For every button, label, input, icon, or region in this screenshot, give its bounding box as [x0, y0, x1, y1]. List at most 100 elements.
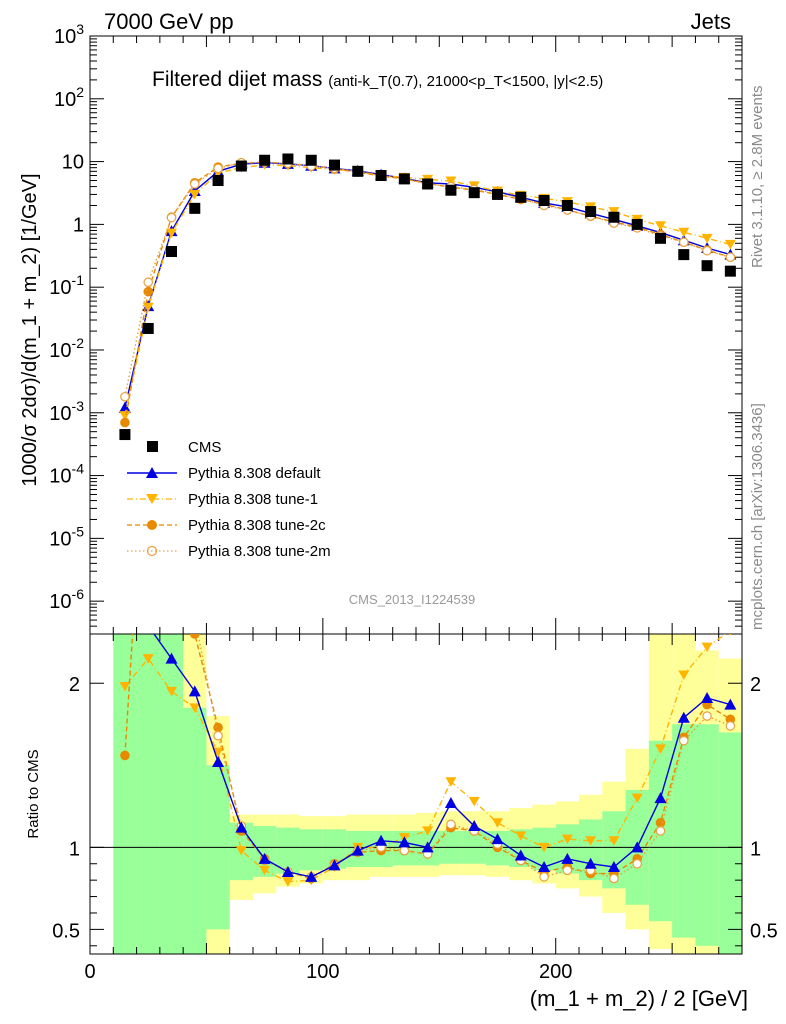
main-point-cms — [398, 173, 410, 185]
main-point-cms — [142, 322, 154, 334]
ratio-point-pythia-8-308-default — [701, 692, 714, 703]
main-point-pythia-8-308-tune-2m — [120, 391, 130, 402]
ratio-point-pythia-8-308-tune-1 — [189, 703, 201, 713]
ratio-point-pythia-8-308-tune-1 — [608, 836, 620, 846]
ratio-point-pythia-8-308-tune-1 — [585, 836, 597, 846]
ratio-point-pythia-8-308-default — [561, 852, 574, 864]
ratio-y-tick-label-right: 0.5 — [750, 920, 778, 942]
main-y-tick-label: 10-1 — [49, 272, 84, 299]
ratio-point-pythia-8-308-default — [631, 841, 644, 853]
main-point-cms — [515, 191, 527, 203]
ratio-point-pythia-8-308-tune-1 — [119, 682, 131, 692]
ratio-point-pythia-8-308-default — [724, 698, 737, 710]
ratio-point-pythia-8-308-tune-1 — [422, 826, 434, 836]
x-tick-label: 200 — [539, 961, 572, 983]
main-y-axis-label: 1000/σ 2dσ)/d(m_1 + m_2) [1/GeV] — [19, 173, 41, 486]
main-point-cms — [492, 188, 503, 200]
ratio-point-pythia-8-308-tune-2m — [655, 826, 666, 836]
ratio-point-pythia-8-308-default — [258, 852, 271, 864]
ratio-point-pythia-8-308-tune-2m — [562, 865, 573, 876]
main-point-cms — [329, 159, 340, 171]
ratio-point-pythia-8-308-default — [677, 711, 690, 723]
main-point-cms — [701, 260, 713, 272]
legend-entry-default: Pythia 8.308 default — [127, 465, 321, 482]
legend-label-tune-2c: Pythia 8.308 tune-2c — [188, 517, 326, 534]
main-point-pythia-8-308-tune-2m — [725, 252, 736, 263]
plot-title-sub: (anti-k_T(0.7), 21000<p_T<1500, |y|<2.5) — [328, 73, 603, 90]
header-left: 7000 GeV pp — [104, 9, 234, 34]
ratio-point-pythia-8-308-default — [538, 861, 551, 873]
green-band-bin — [183, 707, 207, 954]
main-point-cms — [468, 187, 480, 199]
ratio-point-pythia-8-308-tune-1 — [729, 634, 732, 636]
ratio-point-pythia-8-308-default — [188, 685, 201, 697]
main-point-pythia-8-308-tune-2m — [213, 163, 223, 174]
ratio-y-tick-label-left: 2 — [69, 674, 80, 696]
ratio-point-pythia-8-308-default — [281, 865, 294, 877]
ratio-point-pythia-8-308-tune-1 — [655, 744, 666, 754]
x-tick-label: 100 — [306, 961, 339, 983]
main-point-cms — [655, 232, 666, 244]
green-band-bin — [253, 826, 277, 877]
ratio-point-pythia-8-308-tune-2m — [399, 845, 410, 856]
ratio-series-layer — [119, 154, 737, 887]
ratio-point-pythia-8-308-default — [584, 857, 597, 869]
main-point-cms — [631, 218, 643, 230]
main-y-tick-label: 10 — [62, 152, 84, 174]
ratio-point-pythia-8-308-default — [305, 870, 318, 882]
main-y-tick-label: 103 — [54, 21, 84, 48]
legend-marker-tune-2m — [146, 545, 158, 557]
ratio-point-pythia-8-308-default — [351, 844, 364, 856]
ratio-point-pythia-8-308-tune-2m — [167, 449, 175, 457]
main-y-tick-label: 10-6 — [49, 586, 84, 613]
green-band-bin — [672, 724, 696, 938]
green-band-bin — [113, 634, 137, 954]
plot-title-main: Filtered dijet mass — [152, 68, 322, 91]
ratio-point-pythia-8-308-default — [607, 861, 620, 873]
main-point-cms — [422, 178, 434, 190]
rivet-label: Rivet 3.1.10, ≥ 2.8M events — [749, 86, 766, 269]
main-point-cms — [119, 429, 131, 441]
ratio-point-pythia-8-308-tune-2m — [144, 154, 152, 162]
main-point-cms — [724, 265, 736, 277]
main-point-cms — [608, 211, 620, 223]
ratio-point-pythia-8-308-default — [421, 841, 434, 853]
main-point-pythia-8-308-tune-2c — [120, 417, 130, 428]
legend-entry-tune-2m: Pythia 8.308 tune-2m — [127, 543, 331, 560]
legend-label-cms: CMS — [188, 439, 221, 456]
main-y-tick-label: 1 — [73, 214, 84, 236]
ratio-point-pythia-8-308-default — [328, 859, 341, 871]
mcplots-label: mcplots.cern.ch [arXiv:1306.3436] — [749, 403, 766, 630]
x-axis-label: (m_1 + m_2) / 2 [GeV] — [530, 986, 748, 1011]
legend-entry-tune-2c: Pythia 8.308 tune-2c — [127, 517, 326, 534]
legend-entry-tune-1: Pythia 8.308 tune-1 — [127, 491, 318, 508]
x-tick-label: 0 — [84, 961, 95, 983]
ratio-point-pythia-8-308-tune-2c — [143, 383, 153, 393]
main-point-pythia-8-308-tune-1 — [166, 228, 177, 238]
ratio-point-pythia-8-308-tune-1 — [631, 793, 643, 804]
ratio-point-pythia-8-308-tune-1 — [561, 834, 573, 845]
ratio-point-pythia-8-308-default — [468, 820, 481, 831]
main-point-cms — [235, 160, 247, 172]
main-point-cms — [561, 199, 573, 211]
legend-label-tune-1: Pythia 8.308 tune-1 — [188, 491, 318, 508]
ratio-point-pythia-8-308-tune-2m — [609, 873, 619, 884]
ratio-point-pythia-8-308-default — [165, 652, 178, 664]
analysis-watermark: CMS_2013_I1224539 — [349, 592, 476, 607]
main-point-pythia-8-308-tune-1 — [724, 239, 736, 250]
ratio-point-pythia-8-308-tune-2m — [632, 858, 643, 869]
ratio-point-pythia-8-308-tune-1 — [259, 865, 271, 876]
ratio-point-pythia-8-308-tune-1 — [166, 686, 177, 697]
main-line-pythia-8-308-tune-1 — [124, 164, 731, 416]
legend-entry-cms: CMS — [147, 439, 221, 456]
main-point-pythia-8-308-tune-1 — [142, 302, 154, 313]
ratio-point-pythia-8-308-tune-1 — [212, 747, 224, 758]
plot-title: Filtered dijet mass (anti-k_T(0.7), 2100… — [152, 68, 603, 91]
main-y-tick-label: 10-2 — [49, 335, 84, 362]
main-point-pythia-8-308-tune-2m — [143, 277, 154, 288]
main-point-cms — [585, 206, 597, 218]
main-point-cms — [212, 174, 224, 186]
ratio-point-pythia-8-308-tune-2m — [191, 613, 199, 621]
